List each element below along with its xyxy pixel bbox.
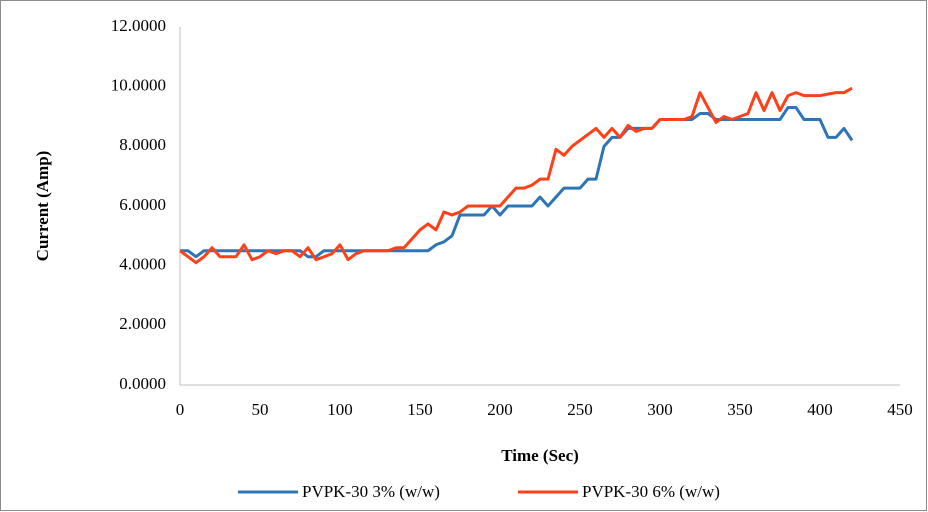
x-tick-label: 400 bbox=[807, 400, 833, 419]
y-tick-label: 2.0000 bbox=[119, 314, 166, 333]
legend-label: PVPK-30 6% (w/w) bbox=[582, 482, 720, 501]
series-line bbox=[179, 86, 853, 265]
y-tick-label: 8.0000 bbox=[119, 135, 166, 154]
y-tick-label: 6.0000 bbox=[119, 195, 166, 214]
x-tick-label: 350 bbox=[727, 400, 753, 419]
y-tick-label: 4.0000 bbox=[119, 255, 166, 274]
x-tick-label: 300 bbox=[647, 400, 673, 419]
y-tick-label: 10.0000 bbox=[111, 76, 166, 95]
legend-label: PVPK-30 3% (w/w) bbox=[302, 482, 440, 501]
x-tick-label: 250 bbox=[567, 400, 593, 419]
x-tick-label: 0 bbox=[176, 400, 185, 419]
x-tick-label: 50 bbox=[252, 400, 269, 419]
x-tick-label: 150 bbox=[407, 400, 433, 419]
y-tick-label: 12.0000 bbox=[111, 16, 166, 35]
y-tick-label: 0.0000 bbox=[119, 374, 166, 393]
x-tick-label: 100 bbox=[327, 400, 353, 419]
x-axis-title: Time (Sec) bbox=[501, 446, 579, 465]
x-tick-label: 200 bbox=[487, 400, 513, 419]
y-axis-title: Current (Amp) bbox=[33, 151, 52, 262]
x-tick-label: 450 bbox=[887, 400, 913, 419]
